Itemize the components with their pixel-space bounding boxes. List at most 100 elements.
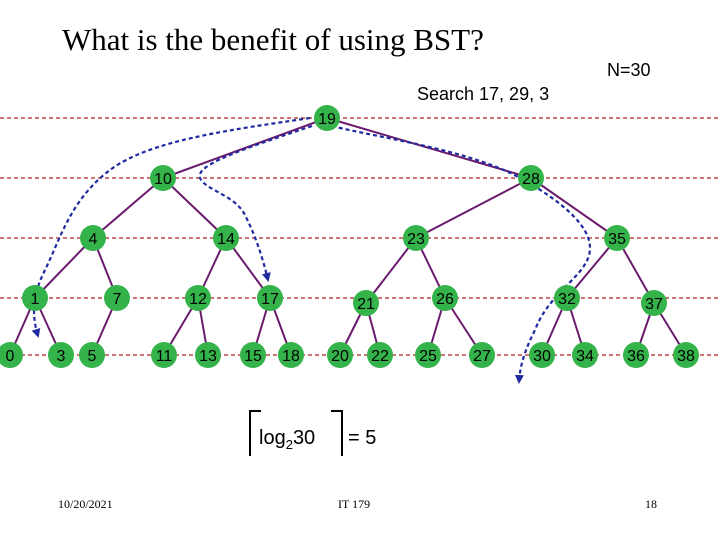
node-circle	[518, 165, 544, 191]
tree-node-36: 36	[623, 342, 649, 368]
tree-node-23: 23	[403, 225, 429, 251]
node-label: 37	[645, 296, 663, 313]
tree-node-14: 14	[213, 225, 239, 251]
tree-node-1: 1	[22, 285, 48, 311]
tree-node-17: 17	[257, 285, 283, 311]
node-circle	[327, 342, 353, 368]
node-label: 19	[318, 111, 336, 128]
tree-edge	[34, 237, 94, 299]
height-formula: log230 = 5	[249, 410, 449, 458]
node-circle	[415, 342, 441, 368]
node-circle	[367, 342, 393, 368]
n-count-label: N=30	[607, 60, 651, 80]
node-circle	[403, 225, 429, 251]
node-label: 13	[199, 348, 217, 365]
log-base: 2	[285, 437, 293, 452]
node-circle	[150, 165, 176, 191]
tree-edge	[530, 177, 618, 239]
node-circle	[195, 342, 221, 368]
node-circle	[623, 342, 649, 368]
node-circle	[213, 225, 239, 251]
node-label: 28	[522, 171, 540, 188]
node-label: 23	[407, 231, 425, 248]
node-label: 12	[189, 291, 207, 308]
node-label: 36	[627, 348, 645, 365]
tree-node-10: 10	[150, 165, 176, 191]
node-label: 34	[576, 348, 594, 365]
node-label: 11	[156, 348, 173, 365]
tree-node-26: 26	[432, 285, 458, 311]
tree-node-27: 27	[469, 342, 495, 368]
tree-edge	[415, 177, 532, 239]
node-circle	[314, 105, 340, 131]
node-circle	[79, 342, 105, 368]
node-label: 0	[6, 348, 15, 365]
node-circle	[529, 342, 555, 368]
node-label: 5	[88, 348, 97, 365]
node-label: 15	[244, 348, 262, 365]
node-label: 10	[154, 171, 172, 188]
footer-page-number: 18	[645, 497, 657, 511]
slide-title: What is the benefit of using BST?	[62, 22, 484, 57]
node-label: 25	[419, 348, 437, 365]
tree-node-12: 12	[185, 285, 211, 311]
node-label: 1	[31, 291, 40, 308]
node-circle	[80, 225, 106, 251]
tree-node-30: 30	[529, 342, 555, 368]
ceiling-bracket-left	[249, 410, 261, 456]
tree-edges	[9, 117, 687, 356]
node-label: 32	[558, 291, 576, 308]
node-circle	[48, 342, 74, 368]
tree-node-13: 13	[195, 342, 221, 368]
node-circle	[432, 285, 458, 311]
node-label: 3	[57, 348, 66, 365]
tree-node-19: 19	[314, 105, 340, 131]
node-circle	[0, 342, 23, 368]
tree-node-22: 22	[367, 342, 393, 368]
tree-node-18: 18	[278, 342, 304, 368]
node-label: 4	[89, 231, 98, 248]
node-label: 22	[371, 348, 389, 365]
tree-node-35: 35	[604, 225, 630, 251]
tree-node-32: 32	[554, 285, 580, 311]
node-circle	[240, 342, 266, 368]
node-circle	[641, 290, 667, 316]
node-circle	[554, 285, 580, 311]
tree-node-21: 21	[353, 290, 379, 316]
footer-course: IT 179	[338, 497, 371, 511]
node-circle	[185, 285, 211, 311]
log-text: log	[259, 427, 286, 449]
node-label: 20	[331, 348, 349, 365]
node-circle	[257, 285, 283, 311]
tree-node-5: 5	[79, 342, 105, 368]
tree-edge	[162, 177, 227, 239]
search-path-29	[331, 124, 592, 384]
tree-node-20: 20	[327, 342, 353, 368]
tree-node-0: 0	[0, 342, 23, 368]
node-label: 21	[357, 296, 375, 313]
node-label: 27	[473, 348, 491, 365]
tree-edge	[365, 237, 417, 304]
node-circle	[104, 285, 130, 311]
tree-node-34: 34	[572, 342, 598, 368]
node-label: 35	[608, 231, 626, 248]
tree-node-28: 28	[518, 165, 544, 191]
tree-edge	[92, 177, 164, 239]
node-label: 18	[282, 348, 300, 365]
tree-node-3: 3	[48, 342, 74, 368]
node-circle	[673, 342, 699, 368]
tree-node-11: 11	[151, 342, 177, 368]
search-keys-label: Search 17, 29, 3	[417, 84, 550, 104]
log-expression: log230	[259, 427, 315, 452]
node-label: 26	[436, 291, 454, 308]
tree-edge	[566, 237, 618, 299]
footer-date: 10/20/2021	[58, 497, 113, 511]
node-label: 38	[677, 348, 695, 365]
log-argument: 30	[292, 427, 316, 449]
tree-node-37: 37	[641, 290, 667, 316]
node-label: 17	[261, 291, 279, 308]
ceiling-bracket-right	[331, 410, 343, 456]
node-label: 7	[113, 291, 122, 308]
